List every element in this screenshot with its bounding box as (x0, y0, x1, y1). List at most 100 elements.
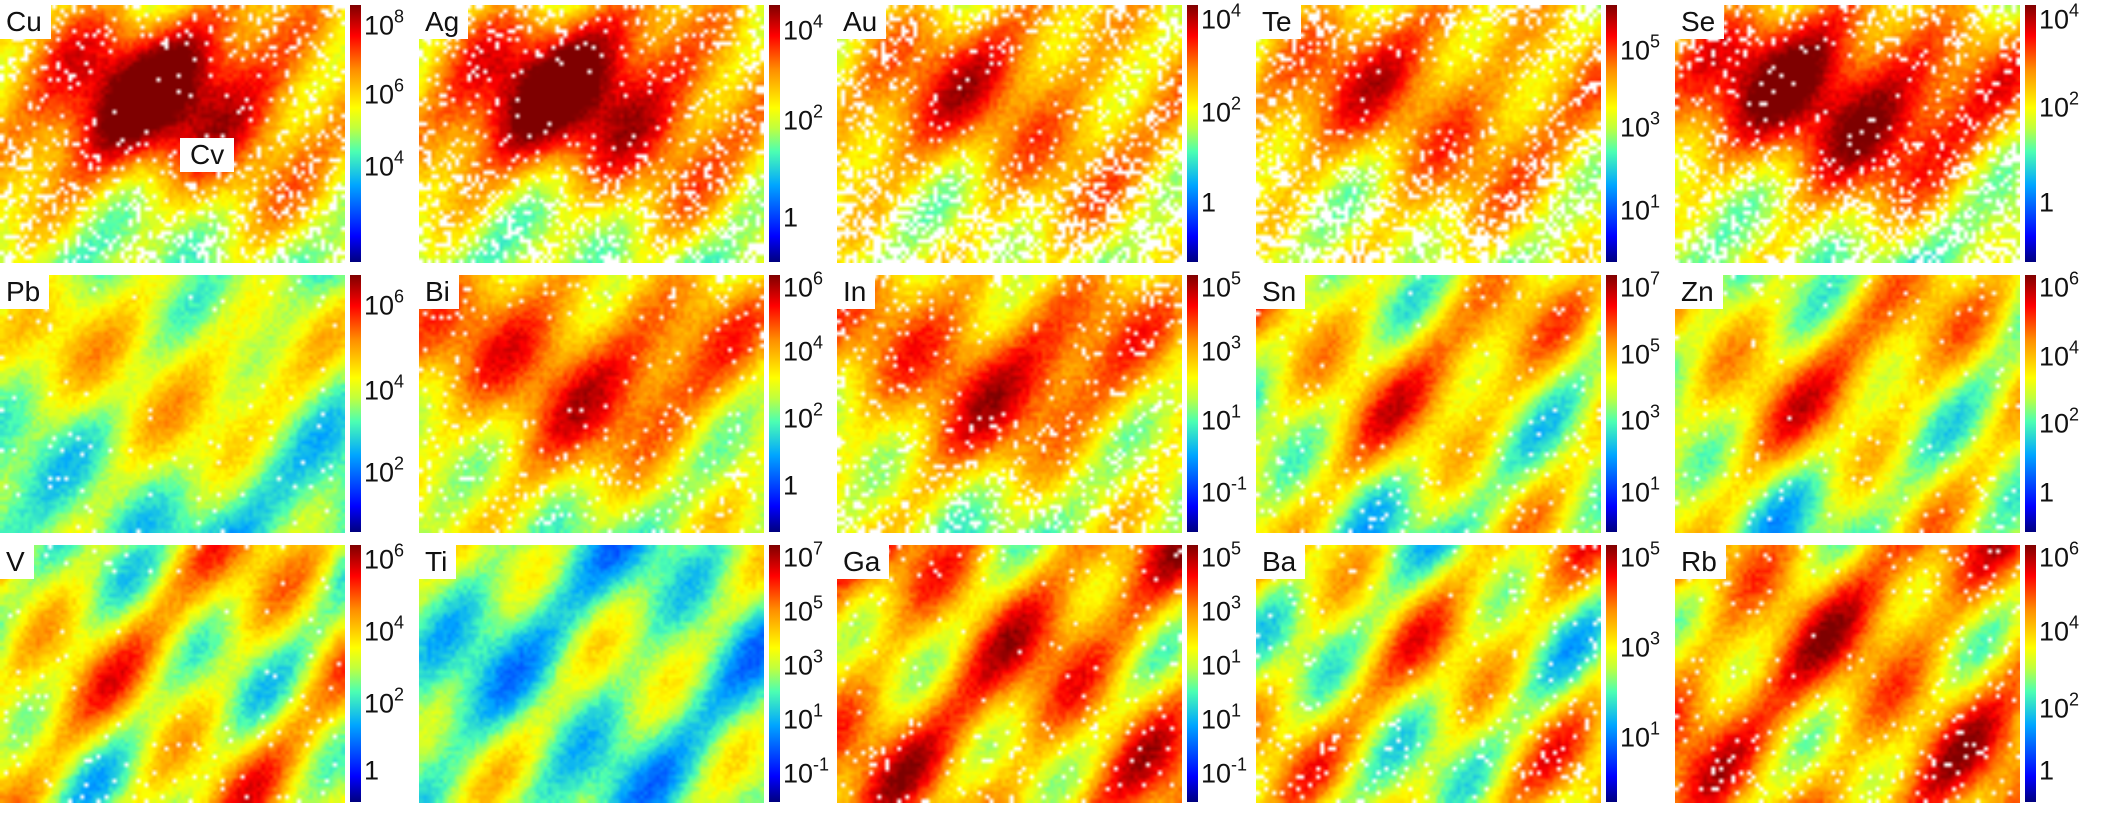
element-label: Ga (837, 545, 890, 579)
tick-exponent: 5 (1650, 31, 1661, 52)
tick-base: 10 (1201, 4, 1232, 35)
colorbar-tick-label: 103 (783, 648, 823, 680)
colorbar (1606, 5, 1617, 262)
colorbar-tick-label: 101 (1620, 193, 1660, 226)
tick-base: 10 (364, 688, 395, 719)
tick-base: 10 (1201, 405, 1232, 436)
tick-exponent: 1 (1650, 191, 1661, 212)
tick-exponent: 2 (2069, 689, 2080, 710)
tick-exponent: 6 (2069, 268, 2080, 289)
tick-exponent: 5 (1231, 268, 1242, 289)
colorbar-tick-label: 1 (2039, 757, 2054, 785)
tick-exponent: -1 (813, 754, 830, 775)
colorbar-tick-label: 104 (783, 334, 823, 366)
element-panel-ga: Ga 105 103 101 101 10-1 (837, 540, 1262, 810)
colorbar-tick-label: 105 (1620, 337, 1660, 369)
colorbar-tick-label: 101 (1620, 720, 1660, 753)
colorbar (1187, 545, 1198, 802)
element-map-rb (1675, 545, 2020, 803)
tick-exponent: -1 (1231, 473, 1248, 494)
tick-exponent: 1 (1231, 401, 1242, 422)
tick-exponent: 2 (2069, 404, 2080, 425)
tick-base: 1 (364, 755, 380, 786)
element-label: Ti (419, 545, 457, 579)
element-label: Cu (0, 5, 51, 39)
element-panel-zn: Zn 106 104 102 1 (1675, 270, 2100, 540)
tick-exponent: 4 (1231, 0, 1242, 21)
colorbar (1187, 5, 1198, 262)
element-map-v (0, 545, 345, 803)
element-map-ag (419, 5, 764, 263)
colorbar-tick-label: 1 (2039, 187, 2055, 218)
colorbar-tick-label: 102 (364, 455, 404, 488)
colorbar (1606, 275, 1617, 532)
tick-exponent: 4 (2069, 0, 2080, 21)
tick-exponent: 5 (813, 592, 824, 613)
tick-base: 10 (1201, 272, 1232, 303)
element-label: Se (1675, 5, 1725, 39)
element-label: Sn (1256, 275, 1306, 309)
tick-base: 10 (364, 544, 395, 575)
tick-exponent: 2 (394, 684, 405, 705)
zone-annotation-label: Cv (180, 138, 235, 172)
tick-base: 10 (1201, 596, 1232, 627)
element-map-pb (0, 275, 345, 533)
colorbar-tick-label: 106 (783, 270, 823, 302)
element-panel-v: V 106 104 102 1 (0, 540, 425, 810)
tick-base: 10 (1620, 477, 1651, 508)
tick-base: 10 (364, 290, 395, 321)
tick-base: 10 (1620, 722, 1651, 753)
tick-base: 1 (783, 202, 799, 233)
colorbar-tick-label: 102 (2039, 90, 2079, 123)
tick-base: 10 (1201, 336, 1232, 367)
tick-base: 10 (364, 457, 395, 488)
colorbar (769, 5, 780, 262)
tick-base: 10 (783, 596, 814, 627)
tick-base: 10 (1201, 758, 1232, 789)
colorbar-tick-label: 104 (364, 614, 404, 646)
element-map-sn (1256, 275, 1601, 533)
element-map-ti (419, 545, 764, 803)
colorbar (1187, 275, 1198, 532)
colorbar-tick-label: 104 (364, 373, 404, 405)
colorbar-tick-label: 106 (364, 77, 404, 109)
tick-base: 10 (1620, 195, 1651, 226)
tick-exponent: 1 (813, 700, 824, 721)
tick-exponent: 4 (394, 612, 405, 633)
colorbar-tick-label: 105 (1620, 33, 1660, 65)
element-panel-bi: Bi 106 104 102 1 (419, 270, 844, 540)
colorbar-tick-label: 106 (364, 542, 404, 575)
colorbar-tick-label: 107 (783, 540, 823, 572)
colorbar-tick-label: 105 (783, 594, 823, 627)
element-map-te (1256, 5, 1601, 263)
colorbar-tick-label: 104 (1201, 2, 1241, 35)
tick-base: 10 (783, 15, 814, 46)
tick-base: 10 (1201, 650, 1232, 681)
colorbar-tick-label: 104 (2039, 2, 2079, 34)
colorbar-tick-label: 10-1 (1201, 475, 1247, 507)
element-label: Pb (0, 275, 50, 309)
colorbar-tick-label: 105 (1201, 540, 1241, 572)
colorbar-tick-label: 102 (783, 103, 823, 135)
colorbar (350, 545, 361, 802)
tick-exponent: 2 (394, 453, 405, 474)
colorbar-tick-label: 101 (1201, 403, 1241, 436)
colorbar-tick-label: 102 (364, 686, 404, 719)
tick-exponent: 6 (2069, 538, 2080, 559)
tick-exponent: 6 (394, 75, 405, 96)
colorbar-tick-label: 103 (1201, 594, 1241, 627)
colorbar (2025, 275, 2036, 532)
tick-exponent: 1 (1231, 646, 1242, 667)
tick-base: 1 (2039, 187, 2055, 218)
tick-exponent: 2 (813, 101, 824, 122)
element-panel-rb: Rb 106 104 102 1 (1675, 540, 2100, 810)
tick-base: 10 (1620, 112, 1651, 143)
tick-exponent: -1 (1231, 754, 1248, 775)
colorbar (350, 275, 361, 532)
tick-base: 10 (2039, 92, 2070, 123)
colorbar-tick-label: 101 (783, 702, 823, 734)
element-panel-cu: Cu Cv 108 106 104 (0, 0, 425, 270)
element-panel-ba: Ba 105 103 101 (1256, 540, 1681, 810)
colorbar-tick-label: 105 (1620, 540, 1660, 572)
element-map-ga (837, 545, 1182, 803)
